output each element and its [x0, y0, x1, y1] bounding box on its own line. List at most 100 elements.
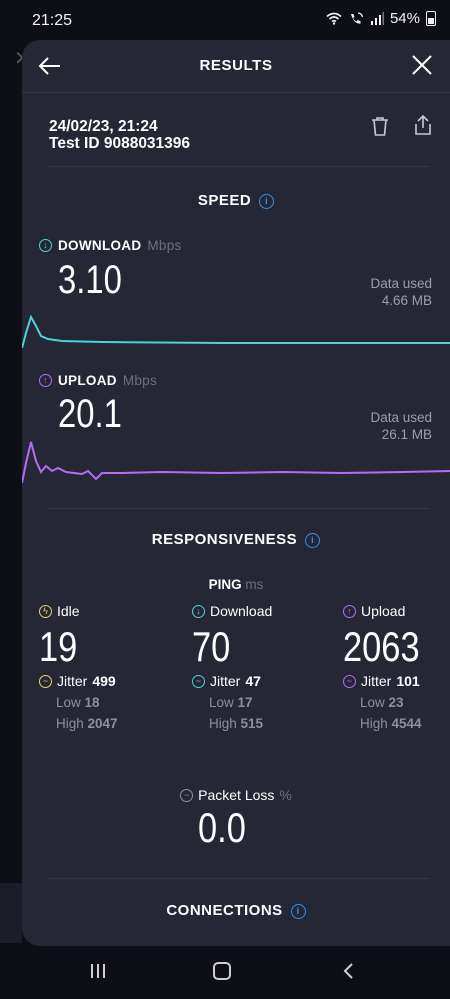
high-label: High — [360, 716, 388, 731]
ping-upload-value: 2063 — [343, 623, 420, 670]
connections-section-title: CONNECTIONS i — [22, 902, 450, 919]
packet-loss-unit: % — [279, 787, 292, 803]
ping-download-label: Download — [210, 603, 273, 619]
info-icon[interactable]: i — [305, 533, 321, 548]
jitter-label: Jitter — [210, 673, 241, 689]
download-low: Low 17 — [209, 695, 322, 710]
trash-icon[interactable] — [369, 115, 391, 137]
low-value: 18 — [84, 695, 100, 710]
download-data-used: Data used 4.66 MB — [370, 275, 432, 309]
system-nav-bar — [0, 946, 450, 999]
share-icon[interactable] — [412, 114, 434, 136]
ping-idle-value: 19 — [39, 623, 78, 670]
jitter-icon: ~ — [39, 674, 52, 688]
results-sheet: RESULTS 24/02/23, 21:24 Test ID 90880313… — [22, 40, 450, 946]
divider — [49, 878, 430, 879]
ping-download-header: ↓ Download — [192, 603, 322, 619]
data-used-value: 26.1 MB — [381, 427, 432, 442]
jitter-icon: ~ — [343, 674, 356, 688]
upload-speed-graph — [22, 441, 450, 484]
idle-jitter: ~ Jitter 499 — [39, 673, 169, 689]
wifi-icon — [326, 12, 342, 25]
upload-arrow-icon: ↑ — [343, 604, 356, 618]
idle-high: High 2047 — [56, 716, 169, 731]
divider — [49, 508, 430, 509]
download-arrow-icon: ↓ — [192, 604, 205, 618]
data-used-label: Data used — [370, 410, 432, 425]
data-used-value: 4.66 MB — [381, 293, 432, 308]
responsiveness-title-text: RESPONSIVENESS — [151, 531, 298, 548]
nav-back-icon[interactable] — [340, 962, 358, 980]
upload-data-used: Data used 26.1 MB — [370, 409, 432, 443]
ping-title: PING ms — [22, 577, 450, 592]
jitter-value: 499 — [92, 673, 116, 689]
download-arrow-icon: ↓ — [39, 239, 52, 252]
download-label-text: DOWNLOAD — [58, 238, 142, 253]
jitter-value: 47 — [245, 673, 261, 689]
wifi-calling-icon — [350, 11, 364, 24]
info-icon[interactable]: i — [290, 904, 306, 919]
close-icon[interactable] — [410, 53, 434, 77]
jitter-label: Jitter — [361, 673, 392, 689]
info-icon[interactable]: i — [259, 194, 275, 209]
high-value: 2047 — [87, 716, 118, 731]
signal-icon — [370, 12, 384, 25]
idle-bolt-icon: ϟ — [39, 604, 52, 618]
back-arrow-icon[interactable] — [36, 52, 64, 80]
test-id: Test ID 9088031396 — [49, 135, 191, 152]
jitter-icon: ~ — [192, 674, 205, 688]
low-value: 17 — [237, 695, 253, 710]
download-speed-value: 3.10 — [58, 258, 122, 302]
packet-loss-value: 0.0 — [198, 804, 246, 851]
test-date: 24/02/23, 21:24 — [49, 118, 158, 135]
background-panel — [0, 883, 22, 943]
idle-low: Low 18 — [56, 695, 169, 710]
header: RESULTS — [22, 40, 450, 92]
ping-label: PING — [208, 577, 242, 592]
high-value: 4544 — [391, 716, 422, 731]
data-used-label: Data used — [370, 276, 432, 291]
upload-label-text: UPLOAD — [58, 373, 117, 388]
packet-loss-icon: − — [180, 788, 194, 802]
download-high: High 515 — [209, 716, 322, 731]
download-label: ↓ DOWNLOAD Mbps — [39, 238, 182, 253]
high-label: High — [209, 716, 237, 731]
connections-title-text: CONNECTIONS — [166, 902, 283, 919]
low-label: Low — [360, 695, 385, 710]
header-divider — [22, 92, 450, 93]
upload-unit: Mbps — [122, 373, 158, 388]
upload-high: High 4544 — [360, 716, 450, 731]
recent-apps-icon[interactable] — [88, 963, 108, 979]
jitter-value: 101 — [396, 673, 420, 689]
status-bar: 21:25 54% — [0, 0, 450, 40]
upload-jitter: ~ Jitter 101 — [343, 673, 450, 689]
battery-icon — [426, 11, 436, 26]
battery-percent: 54% — [389, 10, 420, 27]
speed-section-title: SPEED i — [22, 192, 450, 209]
low-value: 23 — [388, 695, 404, 710]
status-time: 21:25 — [32, 12, 73, 29]
ping-download-value: 70 — [192, 623, 231, 670]
high-label: High — [56, 716, 84, 731]
status-icons: 54% — [326, 10, 436, 27]
responsiveness-section-title: RESPONSIVENESS i — [22, 531, 450, 548]
ping-upload-header: ↑ Upload — [343, 603, 450, 619]
page-title: RESULTS — [199, 57, 273, 74]
ping-idle-column: ϟ Idle 19 ~ Jitter 499 Low 18 High 2047 — [39, 603, 169, 731]
ping-download-column: ↓ Download 70 ~ Jitter 47 Low 17 High 51… — [192, 603, 322, 731]
ping-unit: ms — [245, 577, 264, 592]
speed-title-text: SPEED — [197, 192, 252, 209]
download-jitter: ~ Jitter 47 — [192, 673, 322, 689]
low-label: Low — [209, 695, 234, 710]
upload-label: ↑ UPLOAD Mbps — [39, 373, 157, 388]
ping-upload-column: ↑ Upload 2063 ~ Jitter 101 Low 23 High 4… — [343, 603, 450, 731]
high-value: 515 — [240, 716, 264, 731]
upload-speed-value: 20.1 — [58, 392, 122, 436]
ping-idle-label: Idle — [57, 603, 80, 619]
jitter-label: Jitter — [57, 673, 88, 689]
packet-loss-label: − Packet Loss % — [22, 787, 450, 803]
home-icon[interactable] — [213, 962, 231, 980]
ping-upload-label: Upload — [361, 603, 406, 619]
upload-arrow-icon: ↑ — [39, 374, 52, 387]
upload-low: Low 23 — [360, 695, 450, 710]
